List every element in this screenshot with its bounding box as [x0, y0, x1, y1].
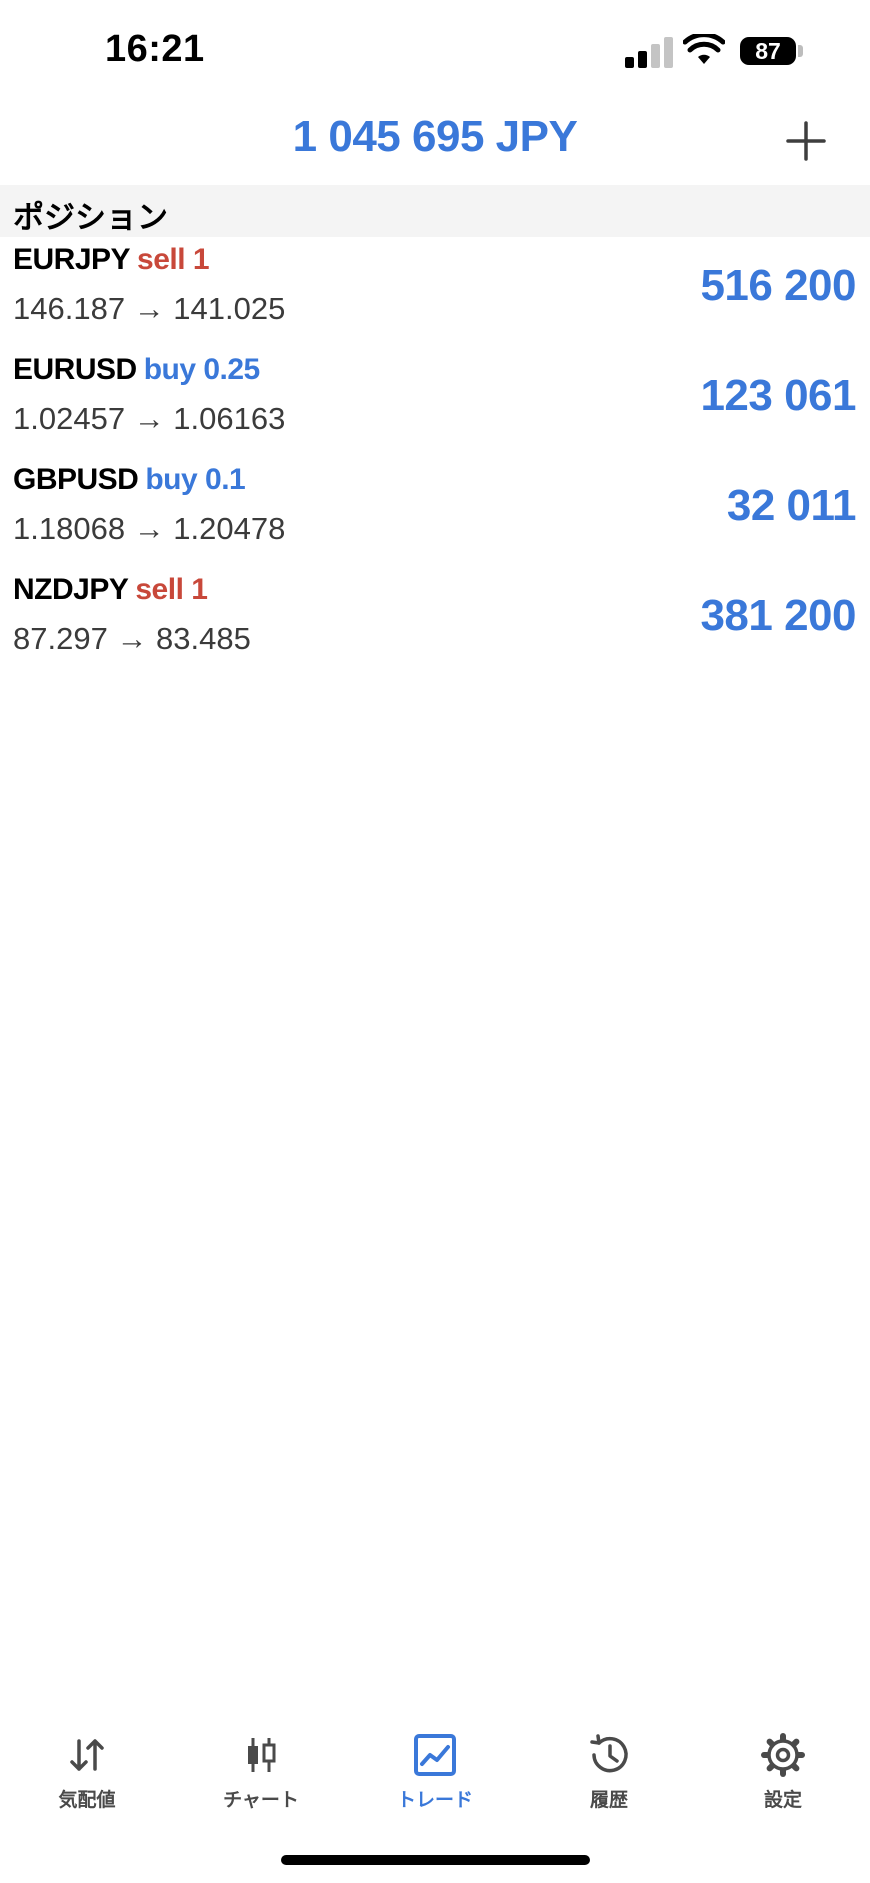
position-side: sell 1: [135, 573, 208, 606]
tab-label: チャート: [223, 1790, 299, 1811]
tab-bar: 気配値 チャート トレード 履歴: [0, 1715, 870, 1815]
status-time: 16:21: [105, 28, 205, 70]
position-profit: 32 011: [726, 481, 857, 530]
trade-chart-icon: [414, 1734, 456, 1776]
tab-label: 設定: [763, 1790, 802, 1811]
tab-quotes[interactable]: 気配値: [0, 1715, 174, 1815]
status-bar: 16:21 87: [0, 0, 870, 100]
position-profit: 516 200: [700, 261, 856, 310]
cellular-signal-icon: [625, 36, 673, 68]
position-symbol: EURUSD: [13, 353, 137, 386]
position-row[interactable]: EURUSD buy 0.25 1.02457 → 1.06163 123 061: [0, 347, 870, 457]
position-side: buy 0.1: [145, 463, 246, 496]
account-balance: 1 045 695 JPY: [292, 112, 578, 161]
position-side: sell 1: [137, 243, 210, 276]
position-prices: 146.187 → 141.025: [13, 291, 286, 326]
tab-history[interactable]: 履歴: [522, 1715, 696, 1815]
home-indicator: [281, 1855, 590, 1865]
candlestick-icon: [248, 1738, 276, 1772]
wifi-icon: [683, 34, 725, 64]
position-row[interactable]: EURJPY sell 1 146.187 → 141.025 516 200: [0, 237, 870, 347]
position-profit: 381 200: [700, 591, 856, 640]
position-symbol: NZDJPY: [13, 573, 129, 606]
settings-gear-icon: [761, 1733, 805, 1777]
history-clock-icon: [590, 1734, 628, 1773]
tab-trade[interactable]: トレード: [348, 1715, 522, 1815]
position-prices: 87.297 → 83.485: [13, 621, 251, 656]
positions-section-header: ポジション: [0, 185, 870, 237]
position-row[interactable]: NZDJPY sell 1 87.297 → 83.485 381 200: [0, 567, 870, 677]
position-profit: 123 061: [700, 371, 856, 420]
tab-settings[interactable]: 設定: [696, 1715, 870, 1815]
tab-label: トレード: [396, 1790, 473, 1811]
position-symbol: GBPUSD: [13, 463, 139, 496]
positions-list: EURJPY sell 1 146.187 → 141.025 516 200 E…: [0, 237, 870, 677]
quotes-arrows-icon: [70, 1739, 104, 1771]
position-side: buy 0.25: [143, 353, 261, 386]
position-prices: 1.18068 → 1.20478: [13, 511, 286, 546]
tab-chart[interactable]: チャート: [174, 1715, 348, 1815]
tab-label: 気配値: [58, 1790, 116, 1811]
position-symbol: EURJPY: [13, 243, 131, 276]
position-row[interactable]: GBPUSD buy 0.1 1.18068 → 1.20478 32 011: [0, 457, 870, 567]
position-prices: 1.02457 → 1.06163: [13, 401, 286, 436]
plus-icon[interactable]: [782, 117, 830, 165]
battery-cap: [798, 45, 803, 57]
tab-label: 履歴: [589, 1790, 628, 1811]
battery-icon: 87: [740, 37, 796, 65]
section-title: ポジション: [13, 200, 168, 235]
